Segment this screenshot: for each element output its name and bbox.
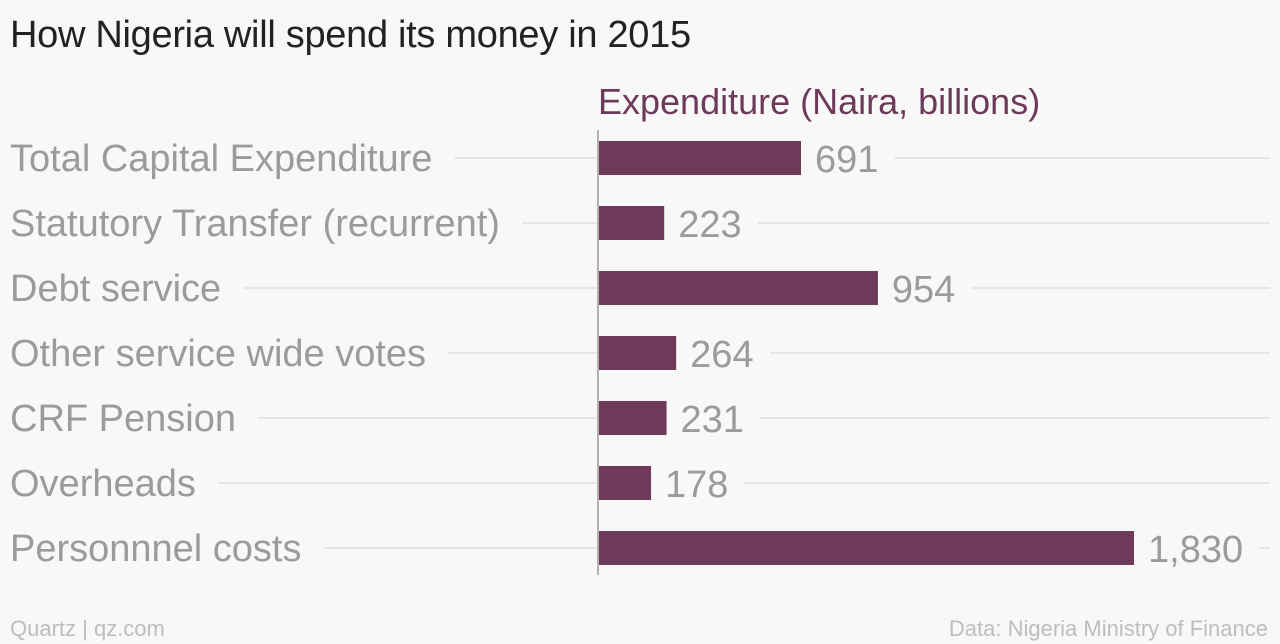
value-label: 691 [815, 139, 878, 181]
category-label: Debt service [10, 268, 221, 310]
bar [599, 336, 677, 370]
bar [599, 401, 667, 435]
bar [599, 141, 802, 175]
value-label: 223 [678, 204, 741, 246]
value-label: 231 [681, 399, 744, 441]
category-label: Total Capital Expenditure [10, 138, 432, 180]
value-label: 1,830 [1148, 529, 1243, 571]
value-label: 178 [665, 464, 728, 506]
category-label: Other service wide votes [10, 333, 426, 375]
data-source: Data: Nigeria Ministry of Finance [948, 616, 1268, 641]
value-labels: 691 223 954 264 231 178 1,830 [665, 139, 1243, 571]
chart-title: How Nigeria will spend its money in 2015 [10, 14, 691, 56]
bar [599, 271, 878, 305]
bar [599, 206, 665, 240]
category-label: Overheads [10, 463, 196, 505]
value-label: 954 [892, 269, 955, 311]
bar [599, 466, 652, 500]
bars [599, 141, 1134, 565]
category-labels: Total Capital Expenditure Statutory Trans… [10, 138, 500, 570]
category-label: CRF Pension [10, 398, 236, 440]
gridlines [217, 157, 1270, 549]
value-label: 264 [690, 334, 753, 376]
source-credit: Quartz | qz.com [10, 616, 165, 641]
category-label: Statutory Transfer (recurrent) [10, 203, 500, 245]
bar [599, 531, 1134, 565]
series-label: Expenditure (Naira, billions) [598, 81, 1040, 122]
category-label: Personnnel costs [10, 528, 302, 570]
